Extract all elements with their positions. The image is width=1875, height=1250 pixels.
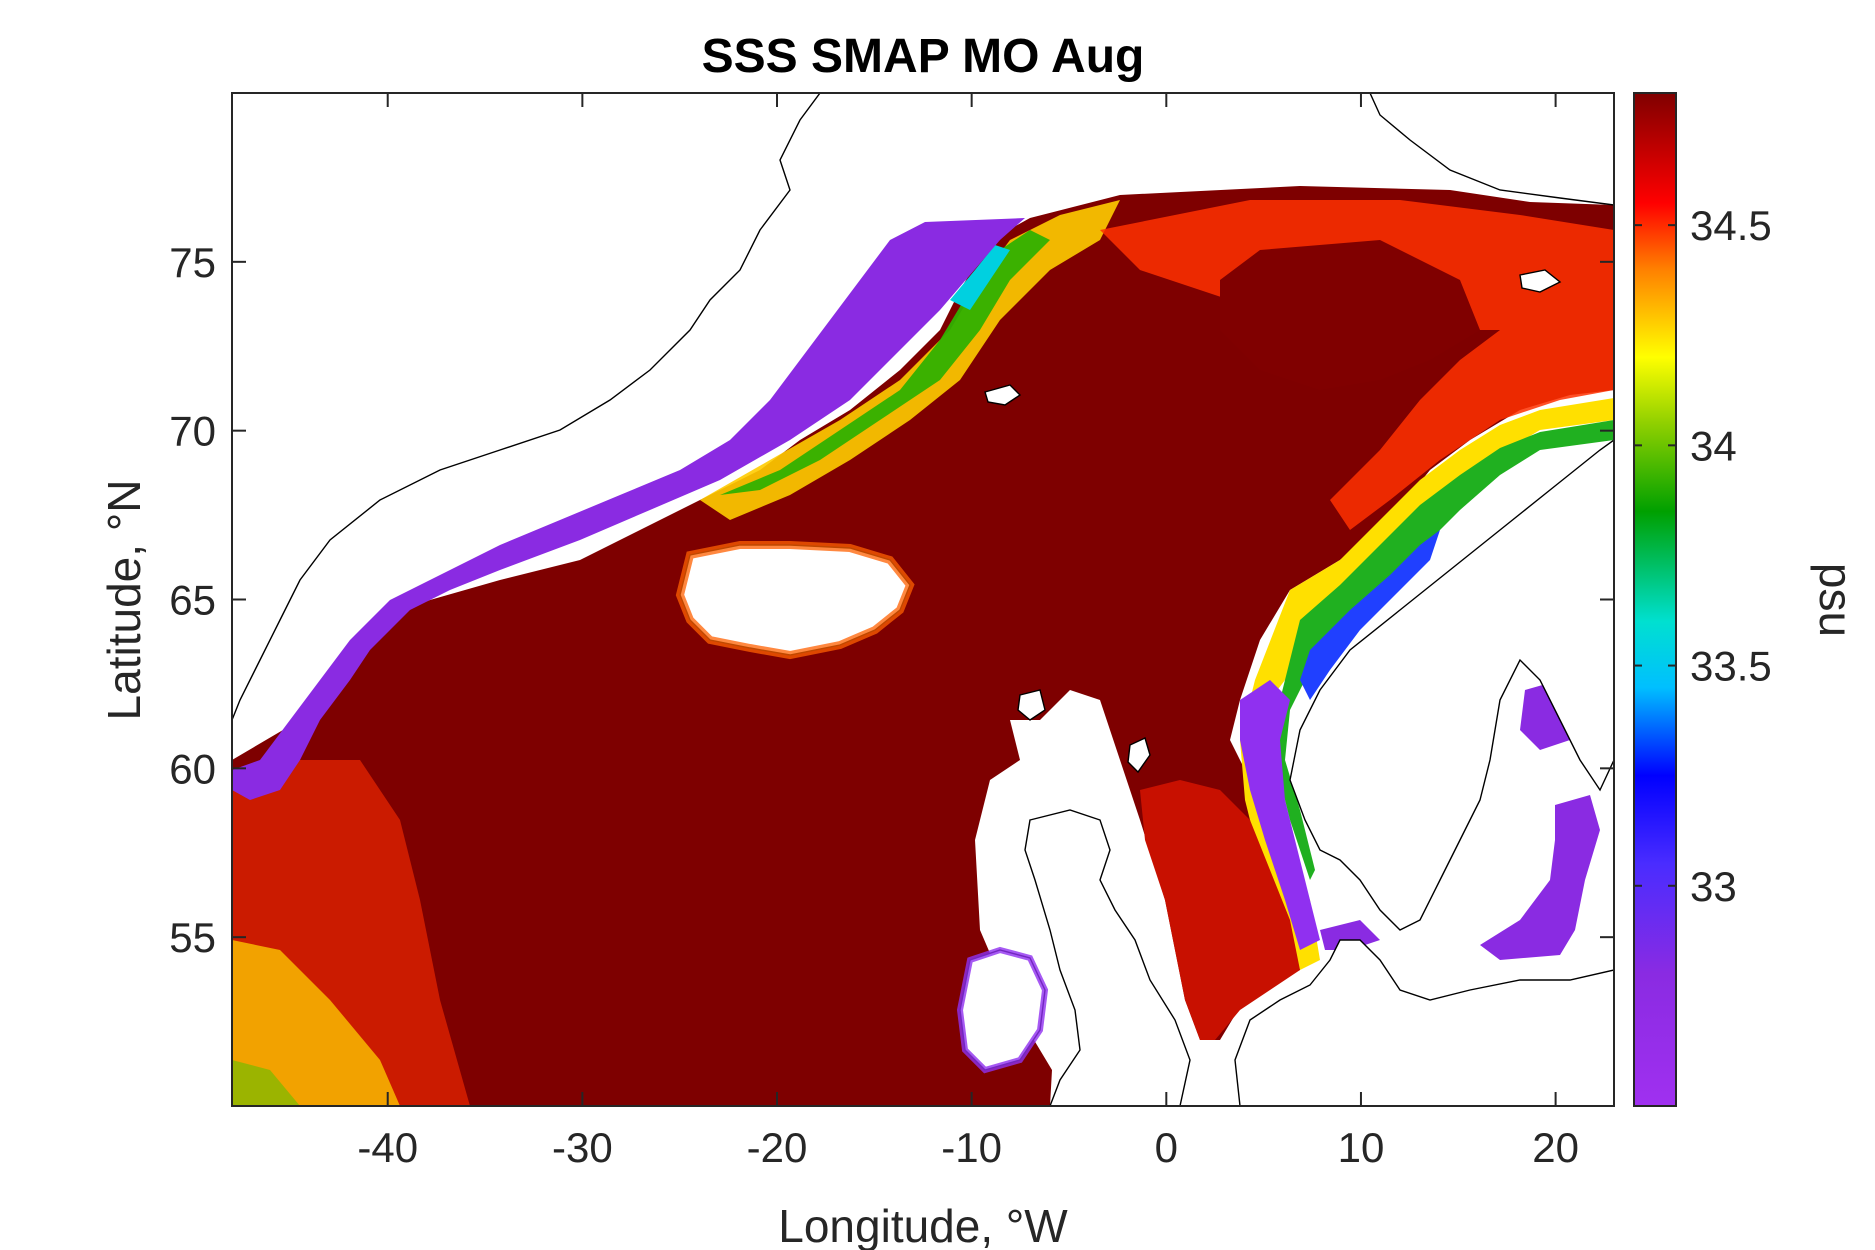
bear-island-land: [1519, 269, 1562, 293]
x-tick-label: -40: [357, 1124, 418, 1171]
y-tick-label: 55: [169, 914, 216, 961]
y-tick-label: 65: [169, 577, 216, 624]
norwegian-current-green: [1275, 420, 1614, 880]
y-tick-label: 60: [169, 745, 216, 792]
x-tick-label: 20: [1532, 1124, 1579, 1171]
scandinavia-land: [1289, 439, 1614, 931]
colorbar: [1633, 92, 1677, 1107]
y-tick-label: 70: [169, 408, 216, 455]
colorbar-tick-label: 33: [1690, 863, 1737, 910]
east-greenland-fresh-water: [232, 218, 1025, 800]
x-tick-label: -30: [552, 1124, 613, 1171]
x-axis-label: Longitude, °W: [778, 1200, 1068, 1250]
iceland-coastal-rim: [675, 541, 915, 660]
western-atlantic-green: [232, 1060, 300, 1106]
y-axis-ticks: 55 60 65 70 75: [169, 239, 1614, 961]
scotland-britain-land: [1024, 809, 1191, 1106]
nordic-seas-core: [1220, 240, 1480, 390]
x-tick-label: -10: [941, 1124, 1002, 1171]
y-tick-label: 75: [169, 239, 216, 286]
chart-title: SSS SMAP MO Aug: [702, 30, 1145, 83]
colorbar-label: psu: [1810, 563, 1862, 637]
faroe-land: [1017, 689, 1046, 721]
frontal-band-cyan: [950, 245, 1010, 310]
ireland-coastal-rim: [956, 946, 1049, 1074]
greenland-land: [232, 93, 821, 721]
colorbar-ticks: 33 33.5 34 34.5: [1634, 202, 1772, 910]
colorbar-tick-label: 33.5: [1690, 643, 1772, 690]
jan-mayen-land: [984, 384, 1022, 406]
frontal-band-yellow: [700, 200, 1120, 520]
x-tick-label: 10: [1338, 1124, 1385, 1171]
norwegian-current-violet: [1240, 680, 1320, 950]
svalbard-land: [1369, 93, 1614, 206]
shetland-land: [1127, 737, 1151, 774]
europe-mainland: [1234, 939, 1614, 1106]
map-plot-area: [232, 93, 1614, 1106]
x-tick-label: 0: [1155, 1124, 1178, 1171]
colorbar-tick-label: 34: [1690, 422, 1737, 469]
x-axis-ticks: -40 -30 -20 -10 0 10 20: [357, 93, 1579, 1171]
baltic-fresh-water-south: [1480, 795, 1600, 960]
y-axis-label: Latitude, °N: [98, 480, 150, 721]
x-tick-label: -20: [747, 1124, 808, 1171]
skagerrak-fresh-water: [1320, 920, 1380, 950]
western-atlantic-yellow: [232, 940, 400, 1106]
norwegian-current-blue: [1300, 530, 1440, 700]
colorbar-tick-label: 34.5: [1690, 202, 1772, 249]
north-sea-field: [1140, 780, 1300, 1040]
